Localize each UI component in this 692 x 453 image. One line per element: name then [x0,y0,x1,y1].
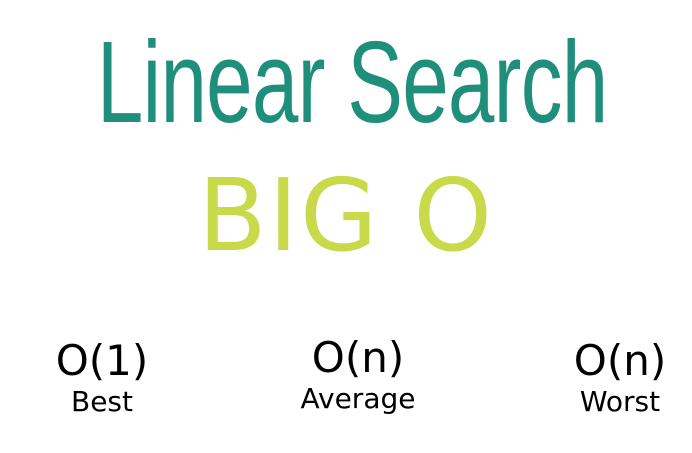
page-subtitle: BIG O [197,157,495,274]
complexity-case-average: O(n) Average [290,337,426,413]
complexity-case-worst: O(n) Worst [560,340,680,416]
complexity-label-average: Average [300,382,416,415]
complexity-label-worst: Worst [579,385,661,418]
complexity-case-best: O(1) Best [42,340,162,416]
complexity-notation-average: O(n) [311,333,405,382]
page-title: Linear Search [96,17,608,147]
complexity-notation-best: O(1) [55,336,149,385]
complexity-notation-worst: O(n) [573,336,667,385]
complexity-label-best: Best [70,385,133,418]
